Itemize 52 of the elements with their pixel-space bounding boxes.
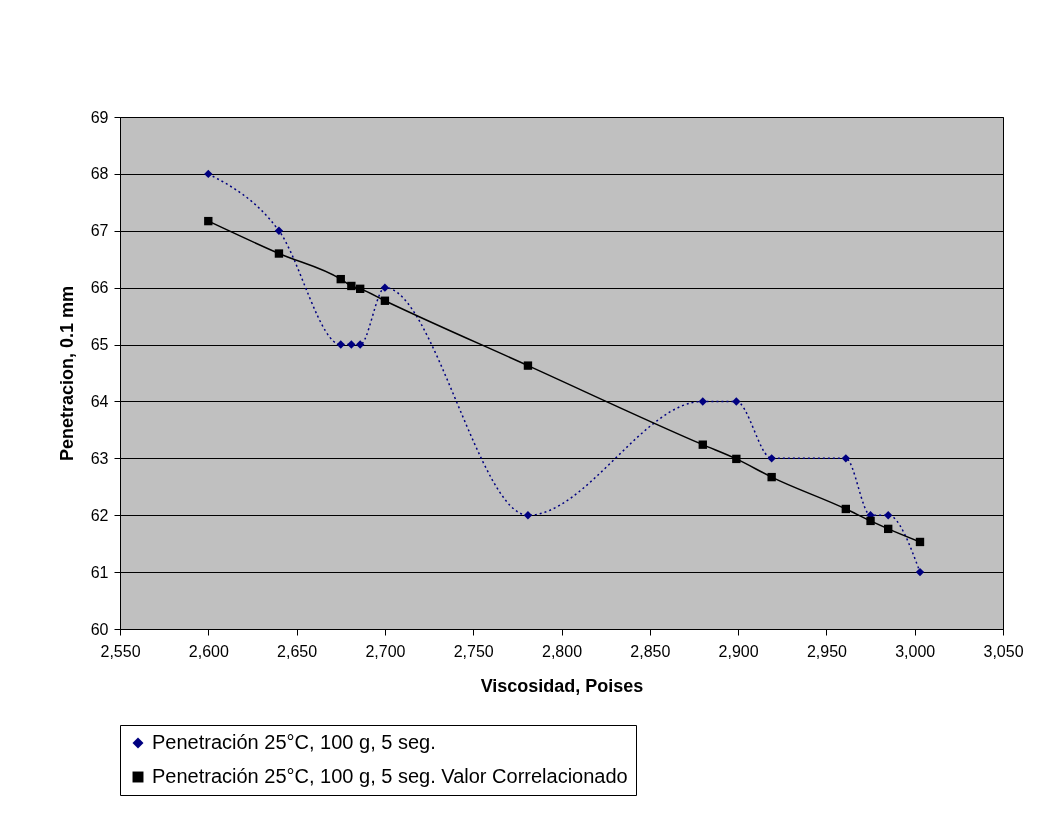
point xyxy=(523,361,533,370)
point xyxy=(274,226,284,235)
x-tick-label: 2,950 xyxy=(806,642,848,660)
point xyxy=(355,284,365,293)
point xyxy=(732,454,741,464)
point xyxy=(204,169,213,179)
x-tick-label: 3,050 xyxy=(983,642,1024,660)
legend-label: Penetración 25°C, 100 g, 5 seg. xyxy=(152,731,436,753)
y-tick-label: 64 xyxy=(90,392,109,410)
point xyxy=(347,281,356,291)
x-tick-label: 2,550 xyxy=(100,642,141,660)
y-tick-label: 65 xyxy=(90,336,109,354)
y-tick-label: 67 xyxy=(90,222,109,240)
x-tick-label: 2,650 xyxy=(277,642,318,660)
x-tick-label: 2,750 xyxy=(453,642,494,660)
point xyxy=(915,567,925,577)
point xyxy=(523,511,533,520)
x-axis-title: Viscosidad, Poises xyxy=(480,675,644,696)
legend-label: Penetración 25°C, 100 g, 5 seg. Valor Correlacionado xyxy=(152,765,628,787)
x-tick-label: 3,000 xyxy=(895,642,936,660)
point xyxy=(915,537,925,547)
point xyxy=(884,511,893,520)
point xyxy=(355,340,365,349)
point xyxy=(380,283,390,292)
y-tick-label: 62 xyxy=(90,506,109,524)
point xyxy=(884,524,893,534)
point xyxy=(204,216,213,226)
y-tick-label: 68 xyxy=(90,165,109,183)
point xyxy=(380,296,390,305)
point xyxy=(767,454,776,463)
y-axis-title: Penetracion, 0.1 mm xyxy=(56,285,77,462)
x-tick-label: 2,700 xyxy=(365,642,406,660)
point xyxy=(347,340,356,349)
point xyxy=(274,249,284,258)
y-tick-label: 60 xyxy=(90,620,109,638)
x-tick-label: 2,600 xyxy=(188,642,229,660)
y-tick-label: 66 xyxy=(90,279,109,297)
point xyxy=(336,340,345,349)
point xyxy=(866,516,875,526)
x-tick-label: 2,800 xyxy=(541,642,583,660)
y-tick-label: 69 xyxy=(90,108,109,126)
point xyxy=(841,504,851,514)
y-tick-label: 63 xyxy=(90,449,109,467)
point xyxy=(767,472,776,482)
x-tick-label: 2,900 xyxy=(718,642,759,660)
point xyxy=(732,397,741,406)
point xyxy=(841,454,851,463)
point xyxy=(698,440,707,449)
y-tick-label: 61 xyxy=(90,563,109,581)
point xyxy=(698,397,707,406)
point xyxy=(336,274,345,284)
x-tick-label: 2,850 xyxy=(630,642,671,660)
